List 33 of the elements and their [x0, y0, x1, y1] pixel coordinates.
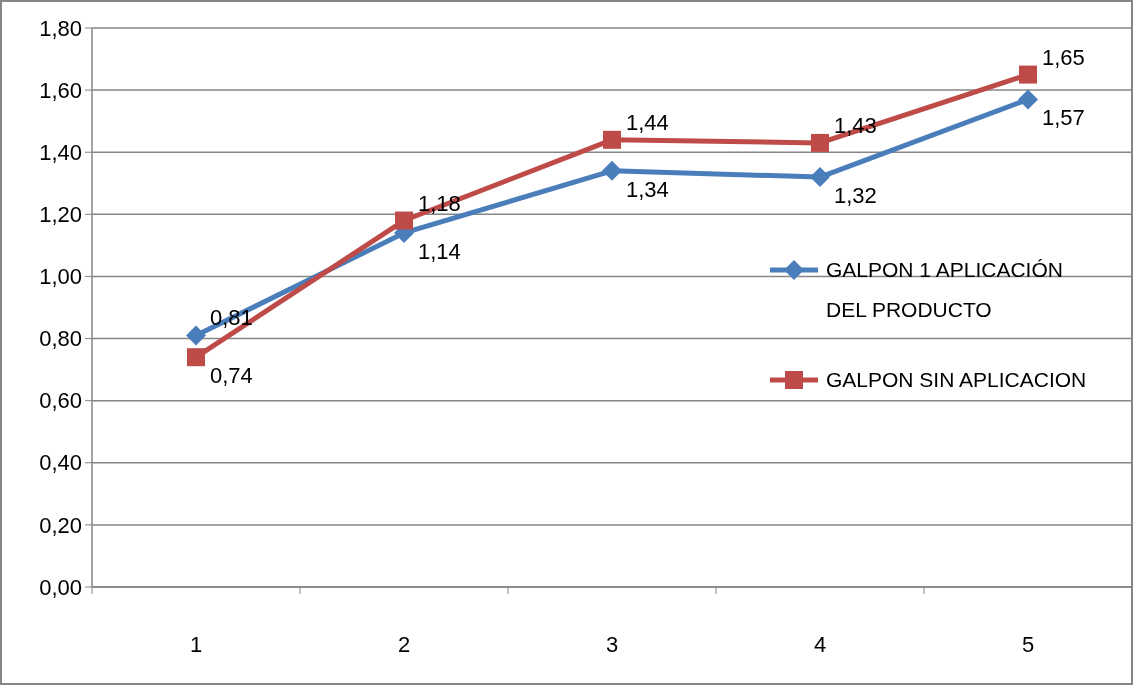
- data-label: 1,34: [626, 176, 669, 202]
- data-label: 1,14: [418, 238, 461, 264]
- data-label: 1,57: [1042, 105, 1085, 131]
- point: [811, 133, 829, 152]
- data-label: 0,74: [210, 363, 253, 389]
- x-tick-label: 2: [397, 632, 411, 657]
- legend-label: GALPON SIN APLICACION: [826, 368, 1087, 392]
- x-tick-label: 4: [813, 632, 827, 657]
- y-tick-label: 0,00: [39, 574, 82, 600]
- y-tick-label: 0,20: [39, 512, 82, 538]
- point: [602, 160, 622, 181]
- point: [187, 348, 205, 367]
- y-tick-label: 1,60: [39, 77, 82, 103]
- y-tick-label: 1,80: [39, 15, 82, 41]
- data-label: 1,65: [1042, 44, 1085, 70]
- x-tick-label: 5: [1021, 632, 1035, 657]
- point: [395, 211, 413, 230]
- x-tick-label: 1: [189, 632, 203, 657]
- x-tick-label: 3: [605, 632, 619, 657]
- y-tick-label: 0,40: [39, 450, 82, 476]
- y-tick-label: 0,60: [39, 388, 82, 414]
- data-label: 1,32: [834, 183, 877, 209]
- y-tick-label: 1,20: [39, 202, 82, 228]
- point: [603, 130, 621, 149]
- y-tick-label: 1,00: [39, 264, 82, 290]
- y-tick-label: 0,80: [39, 326, 82, 352]
- point: [1018, 89, 1038, 110]
- point: [810, 167, 830, 188]
- data-label: 1,44: [626, 109, 669, 135]
- point: [1019, 65, 1037, 84]
- legend-label: GALPON 1 APLICACIÓN DEL PRODUCTO: [826, 258, 1063, 322]
- y-tick-label: 1,40: [39, 139, 82, 165]
- point: [186, 325, 206, 346]
